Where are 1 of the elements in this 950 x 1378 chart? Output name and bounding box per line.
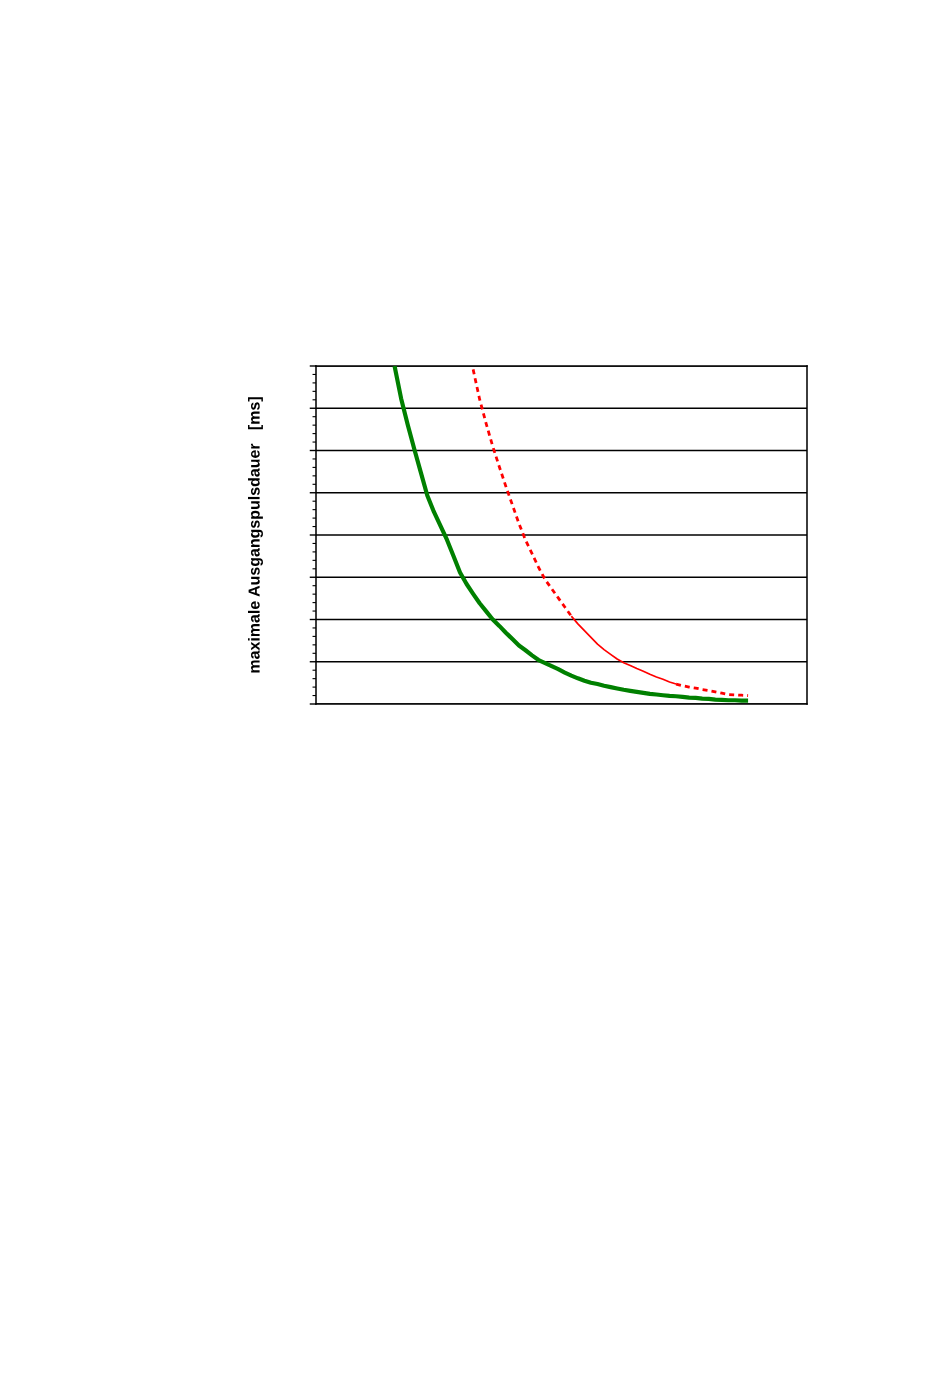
y-axis-title: maximale Ausgangspulsdauer [ms] xyxy=(248,397,263,673)
